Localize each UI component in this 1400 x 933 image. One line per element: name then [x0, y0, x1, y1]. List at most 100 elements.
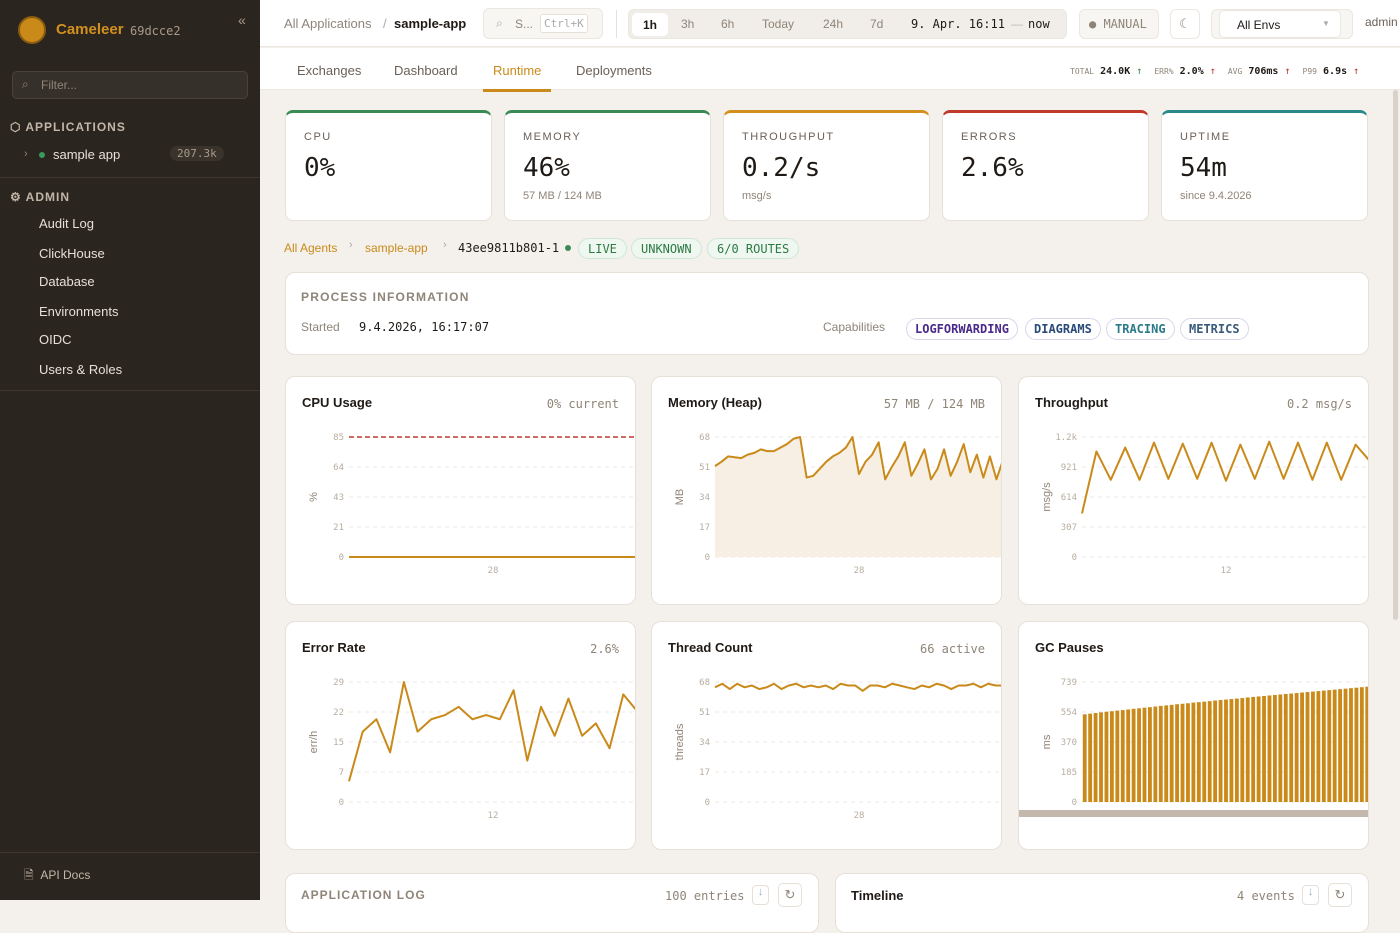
y-tick-label: 0 — [705, 798, 710, 808]
gc-bar — [1115, 710, 1120, 802]
range-to[interactable]: now — [1028, 17, 1050, 31]
chart-svg: 0 21 43 64 85% 28 — [308, 433, 635, 576]
gc-bar — [1321, 690, 1326, 802]
tab-deployments[interactable]: Deployments — [576, 63, 652, 78]
sidebar-app-sample-app[interactable]: › sample app 207.3k — [24, 145, 234, 165]
range-1h[interactable]: 1h — [632, 13, 668, 36]
y-tick-label: 739 — [1061, 678, 1077, 688]
gc-bar — [1354, 687, 1359, 802]
chevron-right-icon: › — [443, 239, 447, 251]
range-6h[interactable]: 6h — [721, 17, 735, 31]
gc-bar — [1088, 713, 1093, 802]
chart-title: Memory (Heap) — [668, 395, 762, 410]
theme-toggle-moon-icon[interactable]: ☾ — [1170, 9, 1200, 39]
gc-bar — [1234, 698, 1239, 802]
search-button[interactable]: ⌕ S... Ctrl+K — [483, 8, 603, 39]
chart-current-value: 0% current — [546, 397, 619, 411]
chart-svg: 0 307 614 921 1.2k msg/s 12 — [1041, 433, 1368, 576]
gc-bar — [1338, 689, 1343, 802]
gc-bar — [1283, 694, 1288, 802]
gc-bar — [1289, 693, 1294, 802]
status-dot-icon: ● — [1089, 17, 1104, 31]
breadcrumb-app[interactable]: sample-app — [365, 241, 428, 255]
process-title: PROCESS INFORMATION — [301, 290, 470, 304]
application-log-card: APPLICATION LOG 100 entries ↓ ↻ — [285, 873, 819, 933]
y-tick-label: 85 — [333, 433, 344, 443]
y-tick-label: 0 — [339, 798, 344, 808]
api-docs-link[interactable]: 🗎 API Docs — [24, 866, 90, 887]
environment-select[interactable]: All Envs ▼ — [1211, 9, 1353, 39]
gc-bar — [1202, 701, 1207, 802]
y-tick-label: 22 — [333, 708, 344, 718]
refresh-icon[interactable]: ↻ — [778, 883, 802, 907]
applications-section[interactable]: ⬡ APPLICATIONS — [10, 120, 126, 134]
brand-name: Cameleer — [56, 21, 124, 38]
gc-bar — [1300, 692, 1304, 802]
page-scrollbar[interactable] — [1393, 90, 1398, 620]
filter-input[interactable]: ⌕ Filter... — [12, 71, 248, 99]
sidebar-item-audit-log[interactable]: Audit Log — [39, 216, 94, 231]
range-7d[interactable]: 7d — [870, 17, 884, 31]
gc-bar — [1158, 705, 1163, 802]
tab-exchanges[interactable]: Exchanges — [297, 63, 362, 78]
sidebar-item-environments[interactable]: Environments — [39, 304, 119, 319]
timeline-count: 4 events — [1237, 889, 1295, 903]
gc-bar — [1082, 714, 1087, 802]
gc-bar — [1229, 699, 1234, 802]
sidebar-item-users-roles[interactable]: Users & Roles — [39, 362, 123, 377]
gc-bar — [1332, 689, 1337, 802]
filter-placeholder: Filter... — [41, 78, 78, 92]
sidebar-item-oidc[interactable]: OIDC — [39, 332, 72, 347]
gc-bar — [1104, 711, 1109, 802]
err-value: 2.0% — [1179, 66, 1204, 77]
log-count: 100 entries — [665, 889, 745, 903]
y-tick-label: 21 — [333, 523, 344, 533]
chevron-down-icon: ▼ — [1322, 19, 1330, 28]
capability-badge: TRACING — [1106, 318, 1175, 340]
kpi-label: ERRORS — [961, 131, 1018, 143]
capabilities-label: Capabilities — [823, 320, 886, 334]
scroll-down-icon[interactable]: ↓ — [752, 885, 769, 905]
collapse-sidebar-icon[interactable]: « — [238, 12, 246, 28]
kpi-value: 2.6% — [961, 153, 1024, 183]
tab-dashboard[interactable]: Dashboard — [394, 63, 458, 78]
y-tick-label: 307 — [1061, 523, 1077, 533]
sidebar-item-clickhouse[interactable]: ClickHouse — [39, 246, 105, 261]
manual-refresh-toggle[interactable]: ● MANUAL — [1079, 9, 1159, 39]
arrow-up-icon: ↑ — [1353, 66, 1360, 77]
gc-bar — [1365, 686, 1368, 802]
user-menu[interactable]: admin — [1365, 15, 1398, 29]
breadcrumb-all-agents[interactable]: All Agents — [284, 241, 338, 255]
refresh-icon[interactable]: ↻ — [1328, 883, 1352, 907]
kpi-value: 46% — [523, 153, 570, 183]
gc-bar — [1093, 713, 1098, 802]
gc-bar — [1207, 701, 1212, 802]
range-24h[interactable]: 24h — [823, 17, 844, 31]
x-tick-label: 28 — [854, 566, 865, 576]
gc-bar — [1251, 696, 1256, 802]
admin-section[interactable]: ⚙ ADMIN — [10, 190, 70, 204]
arrow-up-icon: ↑ — [1209, 66, 1216, 77]
admin-label: ADMIN — [25, 190, 70, 204]
y-tick-label: 64 — [333, 463, 344, 473]
breadcrumb-all-applications[interactable]: All Applications — [284, 16, 372, 31]
gc-bar — [1359, 687, 1364, 802]
series-line — [714, 682, 1001, 692]
sidebar-item-database[interactable]: Database — [39, 274, 95, 289]
tab-runtime[interactable]: Runtime — [482, 63, 552, 92]
capability-badge: METRICS — [1180, 318, 1249, 340]
x-tick-label: 28 — [854, 811, 865, 821]
chart-title: GC Pauses — [1035, 640, 1104, 655]
gear-icon: ⚙ — [10, 190, 26, 204]
chart-current-value: 0.2 msg/s — [1286, 397, 1352, 411]
chart-card-memory-heap-: Memory (Heap) 57 MB / 124 MB 0 17 34 51 68 MB 28 — [651, 376, 1002, 605]
y-tick-label: 17 — [699, 523, 710, 533]
chevron-right-icon: › — [24, 148, 28, 160]
range-today[interactable]: Today — [762, 17, 795, 31]
range-3h[interactable]: 3h — [681, 17, 695, 31]
range-from[interactable]: 9. Apr. 16:11 — [911, 17, 1005, 31]
scroll-down-icon[interactable]: ↓ — [1302, 885, 1319, 905]
y-axis-label: msg/s — [1041, 482, 1053, 512]
gc-bar — [1272, 694, 1277, 802]
kpi-card-memory: MEMORY 46% 57 MB / 124 MB — [504, 110, 711, 221]
